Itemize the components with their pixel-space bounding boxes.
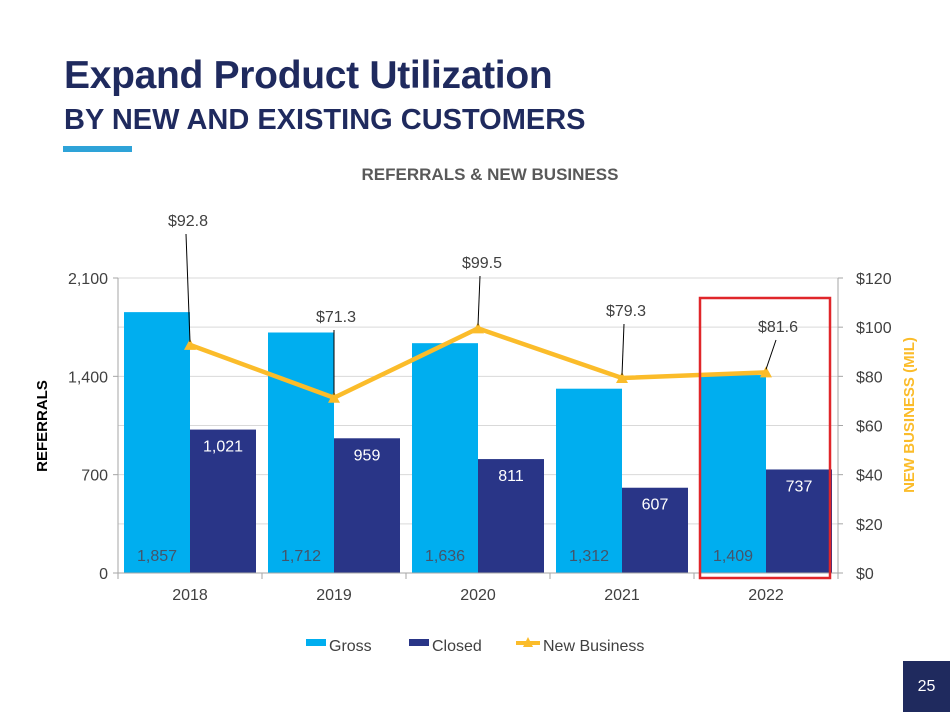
- closed-data-label: 737: [786, 478, 813, 495]
- bars: [124, 312, 832, 573]
- y-tick-label: 2,100: [68, 271, 108, 288]
- gross-data-label: 1,409: [713, 548, 753, 565]
- new-business-data-label: $99.5: [462, 255, 502, 272]
- bar-closed: [334, 438, 400, 573]
- closed-data-label: 1,021: [203, 439, 243, 456]
- y2-tick-label: $100: [856, 320, 892, 337]
- gross-data-label: 1,712: [281, 548, 321, 565]
- new-business-line: [184, 322, 772, 403]
- closed-data-label: 811: [498, 468, 524, 485]
- axes: 0 700 1,400 2,100 $0 $20 $40 $60 $80 $100 $120 2018…: [68, 271, 892, 604]
- new-business-data-label: $79.3: [606, 303, 646, 320]
- x-tick-label: 2020: [460, 587, 496, 604]
- x-tick-label: 2021: [604, 587, 640, 604]
- x-tick-label: 2022: [748, 587, 784, 604]
- bar-closed: [766, 469, 832, 573]
- new-business-marker: [184, 338, 196, 350]
- new-business-data-label: $71.3: [316, 309, 356, 326]
- new-business-marker: [616, 372, 628, 384]
- gross-data-label: 1,636: [425, 548, 465, 565]
- gross-data-label: 1,312: [569, 548, 609, 565]
- leader-line: [621, 323, 625, 376]
- bar-gross: [412, 343, 478, 573]
- bar-closed: [622, 487, 688, 573]
- y-tick-label: 1,400: [68, 369, 108, 386]
- bar-gross: [268, 332, 334, 573]
- y2-axis-label: NEW BUSINESS (MIL): [901, 337, 918, 493]
- slide-title: Expand Product Utilization: [64, 54, 553, 97]
- bar-closed: [190, 429, 256, 573]
- closed-data-label: 959: [354, 447, 381, 464]
- legend-label-gross: Gross: [329, 638, 372, 655]
- bar-closed: [478, 459, 544, 573]
- new-business-marker: [328, 391, 340, 403]
- data-labels: 1,857 1,021 1,712 959 1,636 811 1,312 607 1,409 7…: [137, 213, 812, 565]
- legend-swatch-gross: [306, 639, 326, 646]
- legend-swatch-closed: [409, 639, 429, 646]
- accent-bar: [63, 146, 132, 152]
- leader-line: [185, 233, 191, 342]
- y-tick-label: 0: [99, 566, 108, 583]
- leader-line: [765, 339, 777, 370]
- x-tick-label: 2019: [316, 587, 352, 604]
- y-tick-label: 700: [81, 468, 108, 485]
- bar-gross: [124, 312, 190, 573]
- bar-gross: [556, 388, 622, 573]
- gross-data-label: 1,857: [137, 548, 177, 565]
- new-business-marker: [472, 322, 484, 334]
- closed-data-label: 607: [642, 497, 669, 514]
- x-tick-label: 2018: [172, 587, 208, 604]
- page-number: 25: [903, 661, 950, 712]
- y2-tick-label: $120: [856, 271, 892, 288]
- chart-title: REFERRALS & NEW BUSINESS: [362, 165, 619, 184]
- new-business-data-label: $81.6: [758, 319, 798, 336]
- y2-tick-label: $40: [856, 468, 883, 485]
- leader-line: [477, 275, 481, 326]
- new-business-data-label: $92.8: [168, 213, 208, 230]
- y2-tick-label: $0: [856, 566, 874, 583]
- y2-tick-label: $60: [856, 419, 883, 436]
- y2-tick-label: $80: [856, 369, 883, 386]
- legend-label-new-business: New Business: [543, 638, 644, 655]
- y-axis-label: REFERRALS: [34, 380, 51, 472]
- legend: Gross Closed New Business: [306, 637, 644, 655]
- bar-gross: [700, 375, 766, 573]
- y2-tick-label: $20: [856, 517, 883, 534]
- legend-marker-new-business: [523, 637, 533, 647]
- highlight-2022-box: [698, 296, 832, 580]
- new-business-marker: [760, 366, 772, 378]
- slide-subtitle: BY NEW AND EXISTING CUSTOMERS: [64, 104, 586, 136]
- legend-label-closed: Closed: [432, 638, 482, 655]
